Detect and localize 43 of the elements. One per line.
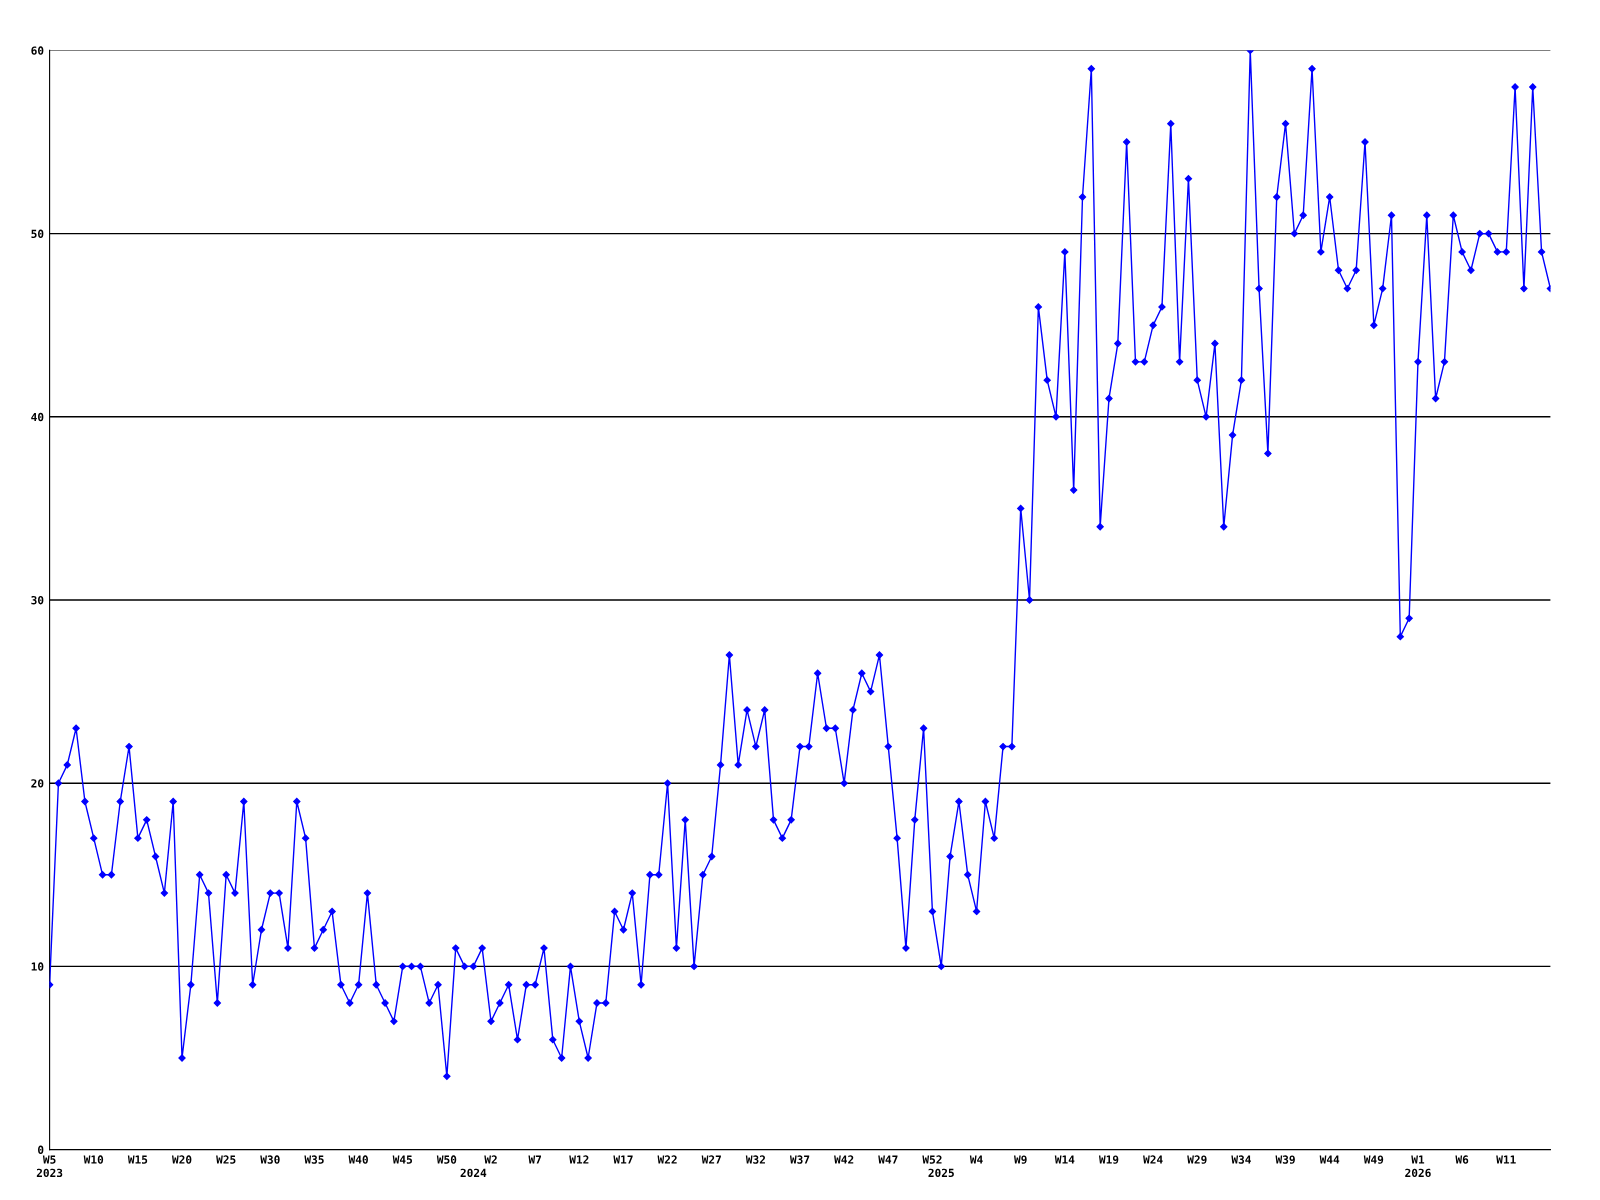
y-tick-label: 0 (38, 1145, 44, 1154)
x-tick-label: W15 (127, 1155, 148, 1164)
x-tick-label: 2024 (460, 1168, 487, 1178)
x-tick-label: W42 (834, 1155, 854, 1164)
x-tick-label: W37 (789, 1155, 810, 1164)
x-tick-label: W34 (1231, 1155, 1251, 1164)
y-tick-label: 30 (31, 595, 44, 605)
x-tick-label: W30 (260, 1155, 280, 1164)
x-tick-label: W17 (613, 1155, 633, 1164)
x-tick-label: W2 (484, 1155, 497, 1164)
y-tick-label: 50 (31, 229, 44, 238)
y-tick-label: 60 (31, 46, 44, 55)
y-tick-label: 10 (31, 962, 44, 971)
x-tick-label: W44 (1319, 1155, 1340, 1164)
x-tick-label: W10 (83, 1155, 104, 1164)
x-tick-label: W50 (436, 1155, 457, 1164)
x-tick-label: W39 (1275, 1155, 1295, 1164)
x-tick-label: W1 2026 (1405, 1155, 1431, 1178)
x-tick-label: W32 (745, 1155, 765, 1164)
y-tick-label: 40 (31, 412, 44, 422)
x-tick-label: W35 (304, 1155, 324, 1164)
x-tick-label: W6 (1455, 1155, 1469, 1164)
x-tick-label: W20 (171, 1155, 192, 1164)
x-tick-label: W4 (969, 1155, 983, 1164)
x-tick-label: W5 2023 (36, 1155, 63, 1178)
x-tick-label: W25 (216, 1155, 236, 1164)
x-tick-label: W29 (1187, 1155, 1207, 1164)
x-tick-label: W47 (878, 1155, 898, 1164)
x-tick-label: W27 (701, 1155, 721, 1164)
x-tick-label: W11 (1496, 1155, 1516, 1164)
x-tick-label: W7 (528, 1155, 542, 1164)
x-tick-label: W49 (1363, 1155, 1384, 1164)
x-tick-label: W40 (348, 1155, 368, 1164)
x-tick-label: W9 (1014, 1155, 1027, 1164)
x-tick-label: W14 (1054, 1155, 1075, 1164)
x-tick-label: W22 (657, 1155, 677, 1164)
x-tick-label: W24 (1143, 1155, 1163, 1164)
x-tick-label: 2025 (928, 1168, 954, 1178)
y-tick-label: 20 (31, 779, 44, 788)
x-tick-label: W52 (922, 1155, 942, 1164)
x-tick-label: W19 (1098, 1155, 1119, 1164)
x-tick-label: W12 (569, 1155, 589, 1164)
x-tick-label: W45 (392, 1155, 413, 1164)
